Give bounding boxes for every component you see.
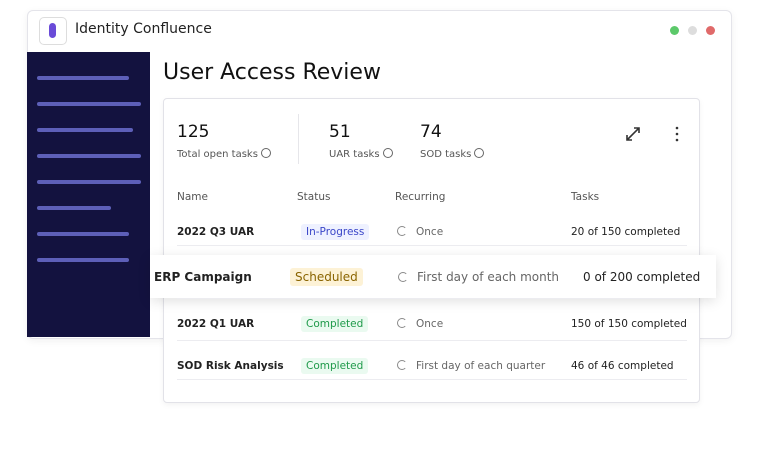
column-header: Name [177, 191, 208, 203]
window-dot[interactable] [706, 26, 715, 35]
menu-icon[interactable] [672, 125, 682, 143]
recurring: First day of each month [398, 270, 559, 284]
row-separator [177, 245, 687, 246]
recurring: First day of each quarter [397, 360, 545, 372]
task-name[interactable]: SOD Risk Analysis [177, 360, 284, 372]
task-name[interactable]: 2022 Q1 UAR [177, 318, 255, 330]
row-separator [177, 379, 687, 380]
sidebar [27, 52, 150, 337]
app-title: Identity Confluence [75, 21, 212, 37]
expand-icon[interactable] [624, 125, 642, 143]
status-badge: In-Progress [301, 224, 370, 240]
page-title: User Access Review [163, 60, 381, 85]
column-header: Status [297, 191, 331, 203]
window-dot[interactable] [688, 26, 697, 35]
review-card [163, 98, 700, 403]
stat-label: UAR tasks [329, 148, 393, 160]
stat-value: 51 [329, 122, 351, 142]
logo [39, 17, 67, 45]
row-separator [177, 298, 687, 299]
task-progress: 0 of 200 completed [583, 270, 701, 284]
stat-value: 125 [177, 122, 210, 142]
task-name[interactable]: 2022 Q3 UAR [177, 226, 255, 238]
recurring: Once [397, 226, 443, 238]
status-badge: Scheduled [290, 268, 363, 286]
status-badge: Completed [301, 358, 369, 374]
divider [298, 114, 299, 164]
row-separator [177, 340, 687, 341]
stat-label: Total open tasks [177, 148, 271, 160]
info-icon[interactable] [382, 148, 393, 158]
column-header: Recurring [395, 191, 446, 203]
info-icon[interactable] [260, 148, 271, 158]
task-progress: 150 of 150 completed [571, 318, 687, 330]
stat-label: SOD tasks [420, 148, 485, 160]
status-badge: Completed [301, 316, 369, 332]
window-dot[interactable] [670, 26, 679, 35]
task-progress: 20 of 150 completed [571, 226, 681, 238]
stat-value: 74 [420, 122, 442, 142]
column-header: Tasks [571, 191, 600, 203]
task-name[interactable]: ERP Campaign [154, 270, 252, 284]
task-progress: 46 of 46 completed [571, 360, 674, 372]
info-icon[interactable] [474, 148, 485, 158]
recurring: Once [397, 318, 443, 330]
